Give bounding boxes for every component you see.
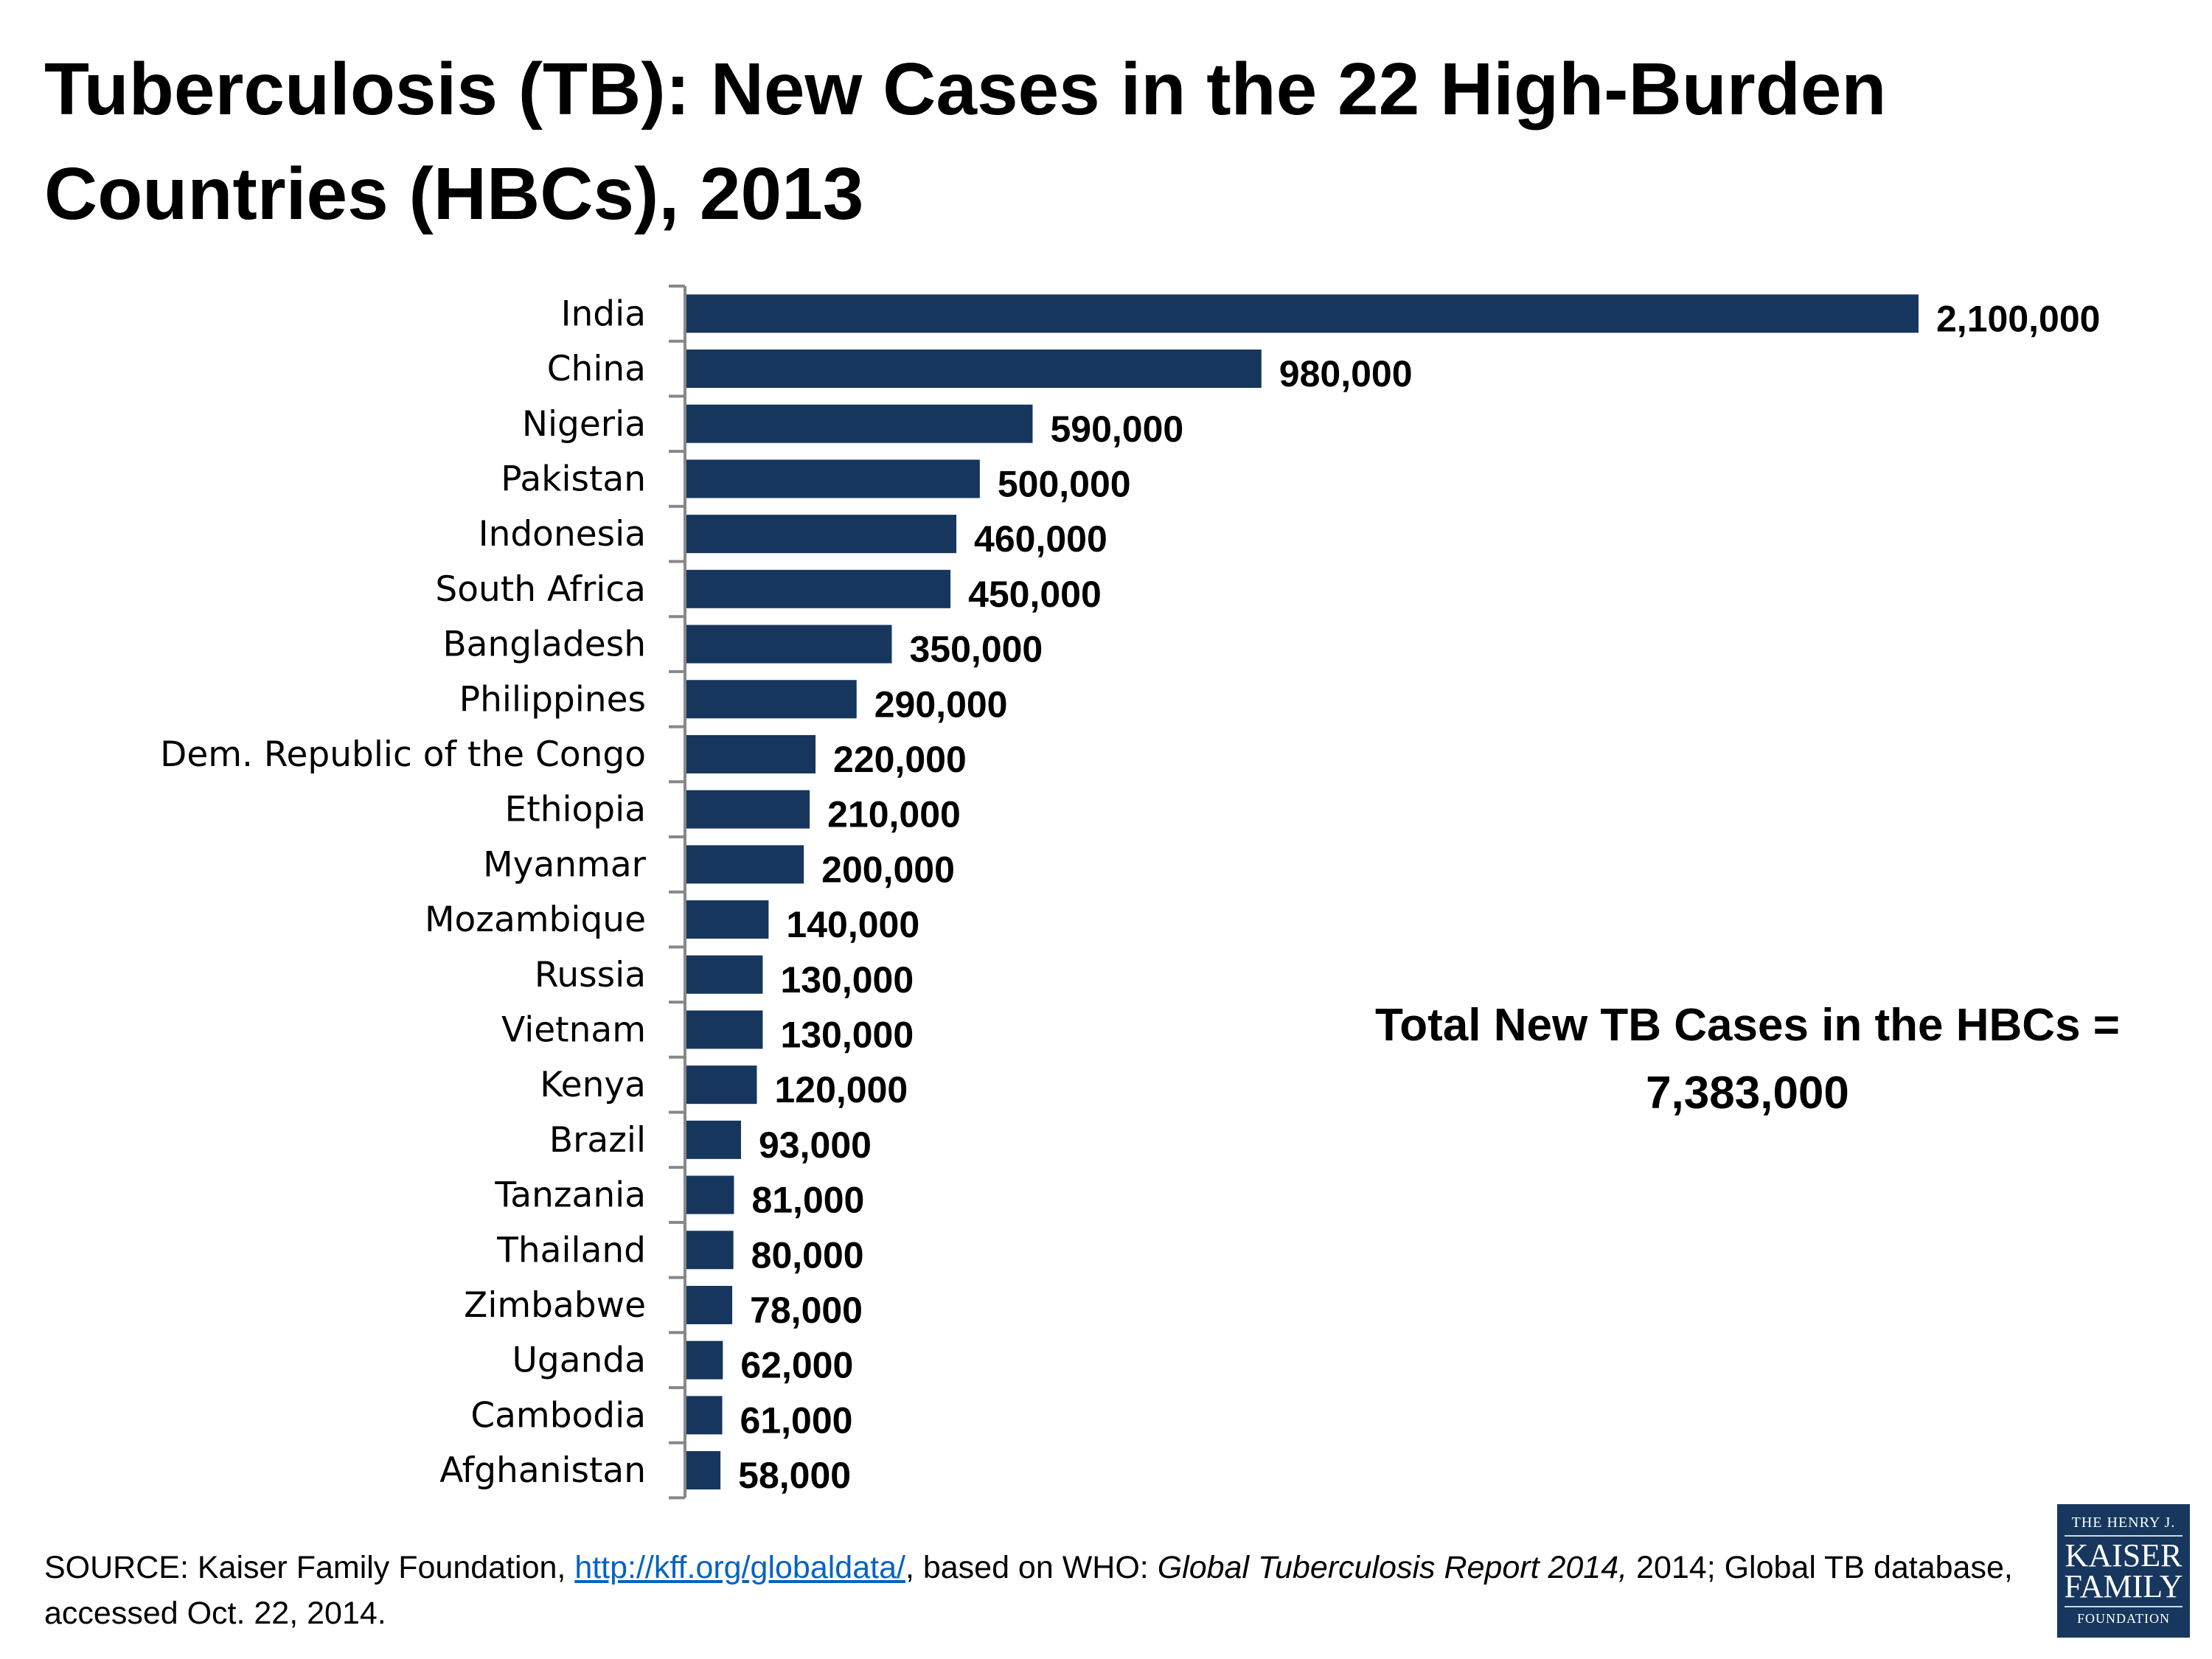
category-label: Philippines <box>459 679 646 720</box>
bar-china <box>686 349 1262 389</box>
category-label: Pakistan <box>501 459 646 499</box>
category-label: Uganda <box>512 1340 646 1381</box>
data-label: 130,000 <box>780 959 914 1001</box>
data-label: 450,000 <box>968 574 1102 615</box>
data-label: 120,000 <box>774 1069 908 1110</box>
bar-philippines <box>686 680 857 719</box>
logo-line3: FAMILY <box>2064 1568 2183 1604</box>
total-annotation-value: 7,383,000 <box>1646 1068 1849 1119</box>
source-report: Global Tuberculosis Report 2014, <box>1157 1550 1628 1585</box>
category-label: Nigeria <box>522 404 646 445</box>
bar-tanzania <box>686 1175 734 1214</box>
category-label: Zimbabwe <box>464 1285 646 1326</box>
logo-line2: KAISER <box>2065 1537 2183 1573</box>
data-label: 80,000 <box>751 1234 864 1276</box>
data-label: 980,000 <box>1279 353 1413 394</box>
data-label: 350,000 <box>910 629 1043 670</box>
category-label: Kenya <box>540 1065 646 1105</box>
chart-title: Tuberculosis (TB): New Cases in the 22 H… <box>44 48 1887 235</box>
data-label: 2,100,000 <box>1936 298 2100 339</box>
bar-south-africa <box>686 569 951 608</box>
data-label: 58,000 <box>738 1455 851 1496</box>
bar-vietnam <box>686 1010 763 1049</box>
data-label: 200,000 <box>821 849 955 890</box>
category-label: Afghanistan <box>439 1450 646 1491</box>
bar-bangladesh <box>686 625 892 664</box>
category-label: Vietnam <box>501 1009 646 1050</box>
logo-line4: FOUNDATION <box>2077 1611 2170 1626</box>
category-label: Russia <box>535 955 646 995</box>
source-middle: , based on WHO: <box>905 1550 1158 1585</box>
bar-russia <box>686 955 763 994</box>
logo-rule <box>2065 1535 2183 1537</box>
bar-kenya <box>686 1065 757 1105</box>
category-label: Ethiopia <box>505 790 646 830</box>
category-label: South Africa <box>435 569 646 610</box>
bar-ethiopia <box>686 790 810 829</box>
bar-thailand <box>686 1231 734 1270</box>
category-label: Dem. Republic of the Congo <box>160 734 646 775</box>
source-note: SOURCE: Kaiser Family Foundation, http:/… <box>44 1545 2035 1636</box>
data-label: 81,000 <box>751 1180 864 1221</box>
category-label: Indonesia <box>479 514 646 554</box>
data-label: 220,000 <box>833 739 967 780</box>
bar-myanmar <box>686 845 804 884</box>
category-label: China <box>547 349 646 389</box>
category-label: Thailand <box>496 1230 646 1270</box>
category-label: Bangladesh <box>442 625 646 665</box>
bar-uganda <box>686 1340 723 1380</box>
data-label: 78,000 <box>750 1290 863 1331</box>
data-label: 500,000 <box>998 463 1131 504</box>
bar-cambodia <box>686 1396 723 1435</box>
category-label: Brazil <box>549 1120 646 1161</box>
category-label: Tanzania <box>494 1175 646 1216</box>
category-label: Myanmar <box>483 844 647 885</box>
bar-india <box>686 294 1919 333</box>
bar-brazil <box>686 1120 742 1159</box>
bar-mozambique <box>686 900 769 939</box>
data-label: 61,000 <box>740 1399 853 1441</box>
data-label: 460,000 <box>974 518 1107 560</box>
bar-dem-republic-of-the-congo <box>686 734 816 773</box>
logo-rule <box>2065 1606 2183 1607</box>
data-label: 590,000 <box>1050 408 1183 450</box>
category-label: Cambodia <box>470 1395 646 1436</box>
data-label: 140,000 <box>786 904 919 945</box>
total-annotation-label: Total New TB Cases in the HBCs = <box>1374 1000 2120 1051</box>
data-label: 130,000 <box>780 1014 914 1055</box>
category-label: India <box>561 293 646 334</box>
bar-nigeria <box>686 404 1033 443</box>
source-prefix: SOURCE: Kaiser Family Foundation, <box>44 1550 575 1585</box>
bar-zimbabwe <box>686 1285 733 1324</box>
source-link[interactable]: http://kff.org/globaldata/ <box>574 1550 905 1585</box>
data-label: 93,000 <box>759 1124 872 1166</box>
kff-logo: THE HENRY J. KAISER FAMILY FOUNDATION <box>2057 1504 2190 1638</box>
category-label: Mozambique <box>425 900 646 940</box>
logo-line1: THE HENRY J. <box>2071 1514 2176 1531</box>
data-label: 210,000 <box>827 794 961 835</box>
bar-pakistan <box>686 459 980 498</box>
data-label: 290,000 <box>874 684 1008 725</box>
data-label: 62,000 <box>740 1345 853 1386</box>
source-suffix: 2014; Global TB database, accessed Oct. … <box>44 1550 2013 1631</box>
bar-afghanistan <box>686 1451 721 1490</box>
bar-indonesia <box>686 515 957 554</box>
total-annotation: Total New TB Cases in the HBCs = 7,383,0… <box>1327 992 2168 1127</box>
